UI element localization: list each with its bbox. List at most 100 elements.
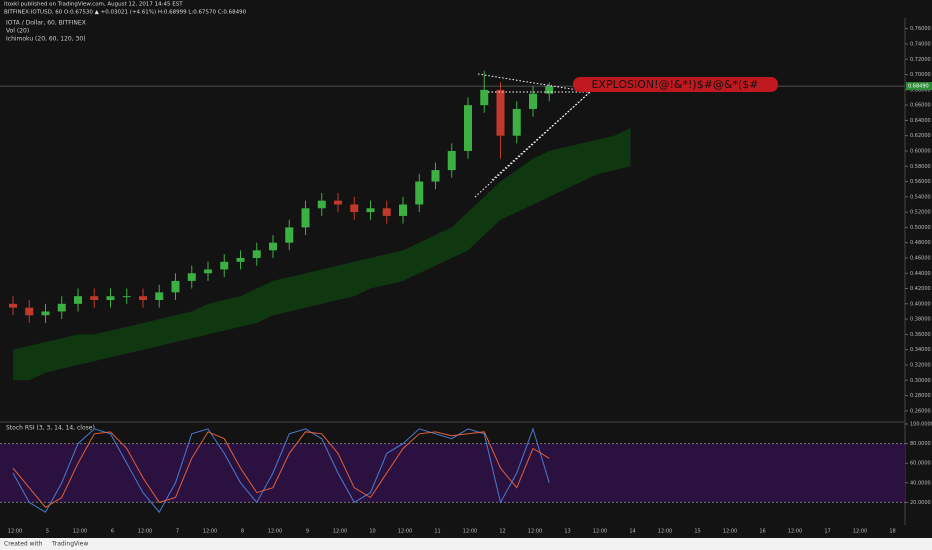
last-price-box: [906, 82, 932, 91]
annotation-box: [573, 77, 778, 92]
y-tick-label: 0.46000: [910, 255, 931, 261]
y-tick-label: 20.0000: [910, 500, 931, 506]
y-tick-label: 0.58000: [910, 164, 931, 170]
x-tick-label: 12:00: [333, 529, 347, 535]
rsi-band: [0, 443, 905, 503]
candle-body: [236, 257, 245, 262]
x-tick-label: 12:00: [203, 529, 217, 535]
y-tick-label: 0.26000: [910, 408, 931, 414]
candle-body: [74, 296, 82, 304]
x-tick-label: 12:00: [788, 529, 802, 535]
candle-body: [415, 181, 424, 205]
indicator: Ichimoku (20, 60, 120, 30): [6, 36, 86, 43]
y-tick-label: 0.70000: [910, 72, 931, 78]
y-tick-label: 0.48000: [910, 240, 931, 246]
x-tick-label: 7: [176, 529, 179, 535]
trendlines: [474, 73, 591, 198]
x-tick-label: 12:00: [138, 529, 152, 535]
candle-body: [545, 86, 554, 94]
indicator: Vol (20): [6, 28, 29, 35]
candle-body: [41, 311, 50, 316]
y-tick-label: 0.76000: [910, 26, 931, 32]
y-tick-label: 100.0000: [910, 422, 932, 428]
candle-body: [106, 296, 115, 301]
candle-body: [447, 150, 456, 171]
candle-body: [480, 89, 489, 106]
x-tick-label: 5: [46, 529, 49, 535]
y-tick-label: 60.0000: [910, 461, 931, 467]
candle-body: [90, 296, 99, 301]
trendline: [491, 91, 591, 181]
candle-body: [366, 208, 375, 213]
candle-body: [9, 303, 17, 308]
candle-body: [57, 303, 66, 312]
x-tick-label: 12:00: [593, 529, 607, 535]
candle-body: [301, 208, 310, 228]
candle-body: [269, 242, 277, 251]
x-tick-label: 18: [889, 529, 895, 535]
footer-text: Created with: [4, 541, 43, 548]
y-tick-label: 0.30000: [910, 378, 931, 384]
y-tick-label: 0.36000: [910, 332, 931, 338]
y-tick-label: 0.56000: [910, 179, 931, 185]
y-tick-label: 0.40000: [910, 301, 931, 307]
x-tick-label: 6: [111, 529, 114, 535]
y-tick-label: 80.0000: [910, 441, 931, 447]
candle-body: [139, 296, 147, 301]
y-tick-label: 0.74000: [910, 41, 931, 47]
candle-body: [464, 105, 472, 151]
y-tick-label: 0.64000: [910, 118, 931, 124]
y-tick-label: 0.44000: [910, 271, 931, 277]
x-tick-label: 10: [369, 529, 375, 535]
published: itoxkl published on TradingView.com, Aug…: [4, 2, 183, 8]
y-tick-label: 0.68000: [910, 87, 931, 93]
candle-body: [512, 108, 521, 136]
chart-title: IOTA / Dollar, 60, BITFINEX: [6, 20, 86, 27]
stoch-line: [12, 427, 550, 514]
candle-body: [187, 273, 196, 281]
plot: 0.76000 0.74000 0.72000 0.70000 0.68000 0.660…: [0, 26, 932, 535]
candle-body: [220, 261, 229, 270]
x-tick-label: 12: [499, 529, 505, 535]
candle-body: [431, 170, 440, 182]
candle-body: [204, 269, 212, 274]
y-tick-label: 0.62000: [910, 133, 931, 139]
x-tick-label: 15: [694, 529, 700, 535]
x-tick-label: 12:00: [73, 529, 87, 535]
x-tick-label: 12:00: [723, 529, 737, 535]
y-tick-label: 0.66000: [910, 103, 931, 109]
candle-body: [399, 204, 407, 216]
candle-body: [171, 280, 180, 293]
candle-body: [496, 89, 505, 136]
candle-body: [334, 200, 342, 205]
footer-bar: [0, 538, 932, 550]
x-tick-label: 12:00: [268, 529, 282, 535]
candle-body: [350, 204, 359, 213]
rsi-title: Stoch RSI (3, 3, 14, 14, close): [6, 425, 95, 432]
candle-body: [529, 93, 537, 109]
x-tick-label: 12:00: [528, 529, 542, 535]
y-tick-label: 0.50000: [910, 225, 931, 231]
y-tick-label: 0.60000: [910, 148, 931, 154]
candle-body: [155, 292, 164, 301]
y-tick-label: 0.38000: [910, 317, 931, 323]
symbol-line: BITFINEX:IOTUSD, 60 O:0.67530 ▲ +0.03021…: [4, 10, 247, 16]
y-tick-label: 0.72000: [910, 57, 931, 63]
x-tick-label: 8: [241, 529, 244, 535]
candle-body: [252, 250, 261, 258]
stoch-line: [12, 431, 550, 508]
y-tick-label: 0.32000: [910, 362, 931, 368]
x-tick-label: 16: [759, 529, 765, 535]
y-tick-label: 0.28000: [910, 393, 931, 399]
x-tick-label: 13: [564, 529, 570, 535]
candle-body: [25, 307, 34, 316]
x-tick-label: 11: [434, 529, 440, 535]
y-tick-label: 0.42000: [910, 286, 931, 292]
x-tick-label: 12:00: [853, 529, 867, 535]
candle-body: [317, 200, 326, 209]
y-tick-label: 40.0000: [910, 480, 931, 486]
x-tick-label: 12:00: [658, 529, 672, 535]
trendline: [477, 73, 591, 93]
candle-body: [382, 208, 391, 216]
